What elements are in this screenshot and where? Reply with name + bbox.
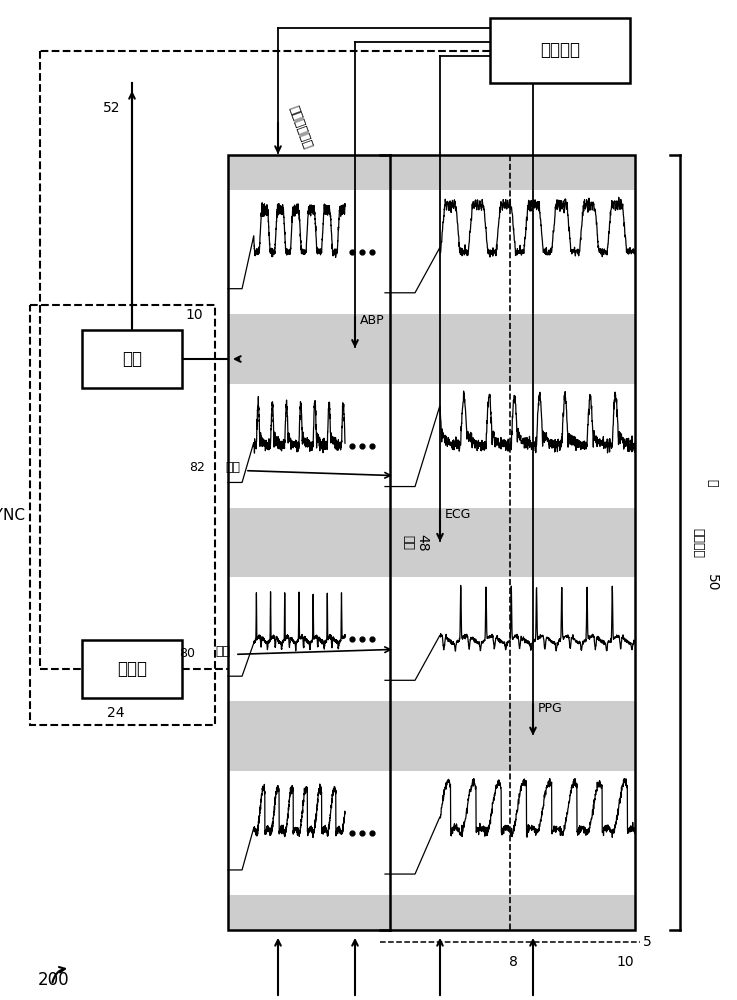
Bar [82, 330, 182, 388]
Text: 满液冲击: 满液冲击 [691, 528, 705, 558]
Text: ECG: ECG [445, 508, 472, 521]
Text: 秒: 秒 [705, 479, 719, 486]
Bar [228, 736, 635, 771]
Bar [228, 895, 635, 930]
Text: 二氧化碳分析: 二氧化碳分析 [286, 104, 314, 150]
Bar [228, 508, 635, 542]
Text: 基线: 基线 [402, 535, 414, 550]
Text: 24: 24 [107, 706, 125, 720]
Text: 200: 200 [38, 971, 69, 989]
Text: 5: 5 [643, 935, 652, 949]
Bar [82, 640, 182, 698]
Bar [490, 18, 630, 83]
Text: 50: 50 [705, 574, 719, 591]
Text: 82: 82 [189, 461, 205, 474]
Text: 吸气: 吸气 [225, 461, 240, 474]
Text: 10: 10 [616, 955, 634, 969]
Bar [228, 701, 635, 736]
Text: 80: 80 [179, 647, 195, 660]
Text: 呼气: 呼气 [215, 645, 230, 658]
Bar [30, 305, 215, 725]
Bar [228, 542, 635, 577]
Text: PPG: PPG [538, 702, 563, 715]
Text: SYNC: SYNC [0, 508, 25, 522]
Text: 输液泵: 输液泵 [117, 660, 147, 678]
Bar [228, 349, 635, 384]
Text: ABP: ABP [360, 314, 385, 327]
Text: 患者: 患者 [122, 350, 142, 368]
Text: 10: 10 [185, 308, 203, 322]
Bar [228, 314, 635, 349]
Text: 48: 48 [415, 534, 429, 551]
Bar [228, 155, 635, 930]
Text: 52: 52 [102, 101, 120, 115]
Bar [228, 155, 635, 190]
Text: 生理信号: 生理信号 [540, 41, 580, 60]
Text: 8: 8 [509, 955, 517, 969]
